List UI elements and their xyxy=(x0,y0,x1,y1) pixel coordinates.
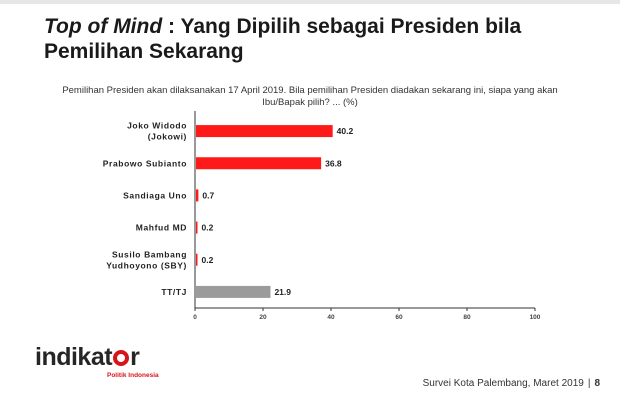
bar xyxy=(196,157,322,170)
footer-survey: Survei Kota Palembang, Maret 2019 xyxy=(422,378,584,389)
x-tick-label: 20 xyxy=(259,314,267,321)
logo-subtitle: Politik Indonesia xyxy=(107,372,159,379)
bar xyxy=(196,253,198,266)
data-label: 21.9 xyxy=(274,287,291,297)
data-label: 0.2 xyxy=(202,255,214,265)
logo-o-ring-icon xyxy=(113,350,130,366)
x-tick-label: 40 xyxy=(327,314,335,321)
title-rest: : Yang Dipilih sebagai Presiden bila Pem… xyxy=(44,15,522,63)
x-tick-label: 60 xyxy=(395,314,403,321)
page-number: 8 xyxy=(594,378,600,389)
x-tick-label: 80 xyxy=(463,314,471,321)
category-label: Joko Widodo xyxy=(127,121,187,131)
data-label: 0.7 xyxy=(202,190,214,200)
x-tick-label: 0 xyxy=(193,314,197,321)
data-label: 40.2 xyxy=(337,126,354,136)
category-label: Prabowo Subianto xyxy=(103,158,187,168)
category-label: Yudhoyono (SBY) xyxy=(106,260,187,270)
indikator-logo: indikat r Politik Indonesia xyxy=(35,343,159,379)
footer: Survei Kota Palembang, Maret 2019 | 8 xyxy=(423,378,600,389)
bar xyxy=(196,125,333,138)
category-label: Sandiaga Uno xyxy=(123,190,187,200)
category-label: Susilo Bambang xyxy=(112,249,187,259)
x-tick-label: 100 xyxy=(530,314,541,321)
footer-separator: | xyxy=(587,378,591,389)
top-strip xyxy=(0,0,620,4)
category-label: (Jokowi) xyxy=(148,132,187,142)
category-label: TT/TJ xyxy=(161,287,187,297)
page-title: Top of Mind : Yang Dipilih sebagai Presi… xyxy=(44,14,604,64)
category-label: Mahfud MD xyxy=(136,223,187,233)
survey-question: Pemilihan Presiden akan dilaksanakan 17 … xyxy=(62,85,558,108)
bar xyxy=(196,221,198,234)
title-italic: Top of Mind xyxy=(44,15,163,38)
logo-wordmark: indikat r xyxy=(35,343,140,371)
data-label: 0.2 xyxy=(202,223,214,233)
bar xyxy=(196,189,199,202)
data-label: 36.8 xyxy=(325,158,342,168)
bar xyxy=(196,285,271,298)
